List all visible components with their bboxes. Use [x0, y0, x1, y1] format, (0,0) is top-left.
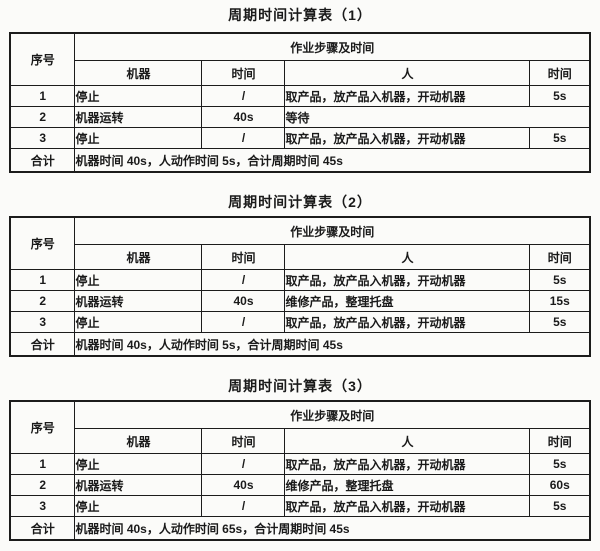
table-row: 2 机器运转 40s 维修产品，整理托盘 15s	[9, 290, 591, 312]
steps-group-header: 作业步骤及时间	[74, 216, 591, 245]
row-machine: 停止	[74, 127, 203, 149]
table-3-title: 周期时间计算表（3）	[228, 378, 372, 394]
seq-header: 序号	[9, 32, 76, 86]
seq-header: 序号	[9, 400, 76, 454]
row-seq: 3	[9, 311, 76, 333]
row-seq: 1	[9, 269, 76, 291]
person-time-header: 时间	[529, 244, 591, 270]
row-machine-time: /	[201, 311, 286, 333]
row-machine-time: /	[201, 495, 286, 517]
table-row: 2 机器运转 40s 维修产品，整理托盘 60s	[9, 474, 591, 496]
total-row: 合计 机器时间 40s，人动作时间 65s，合计周期时间 45s	[9, 516, 591, 541]
row-seq: 2	[9, 106, 76, 128]
machine-time-header: 时间	[201, 244, 286, 270]
total-label: 合计	[9, 148, 76, 173]
row-machine: 停止	[74, 495, 203, 517]
row-machine: 机器运转	[74, 290, 203, 312]
row-person: 等待	[284, 106, 591, 128]
total-text: 机器时间 40s，人动作时间 5s，合计周期时间 45s	[74, 332, 591, 357]
row-machine-time: /	[201, 269, 286, 291]
document-page: 周期时间计算表（1） 序号 作业步骤及时间 机器 时间 人 时间 1 停止 / …	[0, 7, 600, 551]
table-row: 1 停止 / 取产品，放产品入机器，开动机器 5s	[9, 453, 591, 475]
steps-group-header: 作业步骤及时间	[74, 400, 591, 429]
machine-header: 机器	[74, 244, 203, 270]
row-person: 取产品，放产品入机器，开动机器	[284, 127, 531, 149]
row-machine: 停止	[74, 85, 203, 107]
cycle-time-table-3: 序号 作业步骤及时间 机器 时间 人 时间 1 停止 / 取产品，放产品入机器，…	[8, 400, 591, 541]
row-person-time: 5s	[529, 311, 591, 333]
machine-header: 机器	[74, 60, 203, 86]
person-header: 人	[284, 60, 531, 86]
row-machine-time: /	[201, 127, 286, 149]
total-label: 合计	[9, 516, 76, 541]
cycle-time-table-1: 序号 作业步骤及时间 机器 时间 人 时间 1 停止 / 取产品，放产品入机器，…	[8, 32, 591, 173]
row-seq: 3	[9, 127, 76, 149]
person-time-header: 时间	[529, 60, 591, 86]
total-label: 合计	[9, 332, 76, 357]
row-machine: 机器运转	[74, 106, 203, 128]
row-person: 维修产品，整理托盘	[284, 474, 531, 496]
total-text: 机器时间 40s，人动作时间 5s，合计周期时间 45s	[74, 148, 591, 173]
row-person-time: 60s	[529, 474, 591, 496]
table-row: 1 停止 / 取产品，放产品入机器，开动机器 5s	[9, 269, 591, 291]
row-person: 取产品，放产品入机器，开动机器	[284, 495, 531, 517]
row-person: 取产品，放产品入机器，开动机器	[284, 85, 531, 107]
person-header: 人	[284, 428, 531, 454]
row-person-time: 5s	[529, 495, 591, 517]
row-person-time: 5s	[529, 85, 591, 107]
table-2-title: 周期时间计算表（2）	[228, 194, 372, 210]
table-row: 1 停止 / 取产品，放产品入机器，开动机器 5s	[9, 85, 591, 107]
row-machine-time: 40s	[201, 106, 286, 128]
row-machine: 停止	[74, 453, 203, 475]
machine-time-header: 时间	[201, 428, 286, 454]
steps-group-header: 作业步骤及时间	[74, 32, 591, 61]
table-1-title: 周期时间计算表（1）	[228, 7, 372, 23]
total-row: 合计 机器时间 40s，人动作时间 5s，合计周期时间 45s	[9, 332, 591, 357]
table-row: 2 机器运转 40s 等待	[9, 106, 591, 128]
row-machine-time: 40s	[201, 474, 286, 496]
total-text: 机器时间 40s，人动作时间 65s，合计周期时间 45s	[74, 516, 591, 541]
row-person-time: 5s	[529, 127, 591, 149]
row-person: 维修产品，整理托盘	[284, 290, 531, 312]
row-machine-time: /	[201, 85, 286, 107]
row-seq: 2	[9, 474, 76, 496]
row-person-time: 5s	[529, 453, 591, 475]
row-person: 取产品，放产品入机器，开动机器	[284, 453, 531, 475]
row-machine-time: 40s	[201, 290, 286, 312]
row-machine: 机器运转	[74, 474, 203, 496]
cycle-time-table-2: 序号 作业步骤及时间 机器 时间 人 时间 1 停止 / 取产品，放产品入机器，…	[8, 216, 591, 357]
row-machine: 停止	[74, 311, 203, 333]
person-time-header: 时间	[529, 428, 591, 454]
total-row: 合计 机器时间 40s，人动作时间 5s，合计周期时间 45s	[9, 148, 591, 173]
row-machine: 停止	[74, 269, 203, 291]
seq-header: 序号	[9, 216, 76, 270]
table-row: 3 停止 / 取产品，放产品入机器，开动机器 5s	[9, 311, 591, 333]
row-person: 取产品，放产品入机器，开动机器	[284, 269, 531, 291]
row-person: 取产品，放产品入机器，开动机器	[284, 311, 531, 333]
person-header: 人	[284, 244, 531, 270]
row-machine-time: /	[201, 453, 286, 475]
row-person-time: 5s	[529, 269, 591, 291]
table-row: 3 停止 / 取产品，放产品入机器，开动机器 5s	[9, 127, 591, 149]
table-row: 3 停止 / 取产品，放产品入机器，开动机器 5s	[9, 495, 591, 517]
machine-header: 机器	[74, 428, 203, 454]
row-seq: 1	[9, 85, 76, 107]
row-seq: 2	[9, 290, 76, 312]
row-seq: 1	[9, 453, 76, 475]
machine-time-header: 时间	[201, 60, 286, 86]
row-seq: 3	[9, 495, 76, 517]
row-person-time: 15s	[529, 290, 591, 312]
